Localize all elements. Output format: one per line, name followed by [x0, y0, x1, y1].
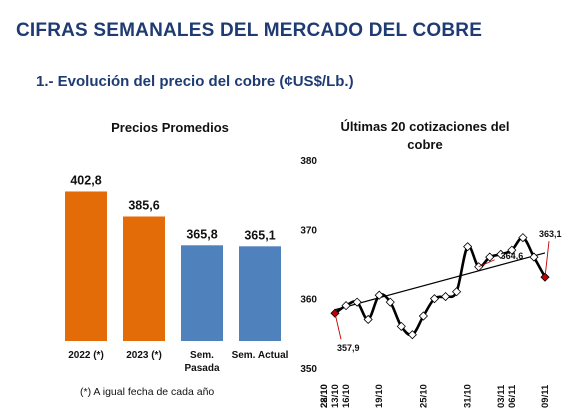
- line-chart-panel: Últimas 20 cotizaciones del cobre 350 360…: [295, 112, 565, 410]
- annotation-leader-2: [544, 241, 550, 278]
- footnote: (*) A igual fecha de cada año: [80, 386, 215, 398]
- x-tick-label-1: 16/10: [341, 384, 352, 408]
- bar-value-label-1: 385,6: [128, 198, 159, 212]
- data-point-15: [496, 249, 506, 259]
- annotation-label-2: 363,1: [539, 229, 562, 239]
- y-tick-label-1: 360: [300, 295, 317, 306]
- bar-category-label-2: Sem.: [190, 350, 214, 361]
- data-point-14: [485, 252, 495, 262]
- bar-value-label-2: 365,8: [186, 227, 217, 241]
- data-point-12: [463, 242, 473, 252]
- annotation-label-1: 364,6: [501, 251, 524, 261]
- data-point-6: [396, 321, 406, 331]
- bar-chart: 402,8 2022 (*) 385,6 2023 (*) 365,8 Sem. Pasad…: [65, 173, 289, 374]
- line-chart: 350 360 370 380 357,9 364,6 363,1 13/10 16/10 19/…: [300, 156, 562, 408]
- x-tick-label-3: 22/10: [319, 384, 330, 408]
- annotation-leader-0: [334, 313, 342, 340]
- bar-value-label-0: 402,8: [70, 173, 101, 187]
- bar-chart-title: Precios Promedios: [111, 120, 229, 135]
- data-point-3: [363, 314, 373, 325]
- line-chart-title: Últimas 20 cotizaciones del cobre: [340, 119, 510, 152]
- bar-1: [123, 216, 165, 341]
- data-point-8: [418, 311, 428, 321]
- bar-category-label-2-line2: Pasada: [184, 363, 219, 374]
- bar-2: [181, 245, 223, 341]
- x-tick-label-7: 03/11: [496, 384, 507, 408]
- trendline: [334, 252, 546, 311]
- bar-category-label-3: Sem. Actual: [232, 350, 289, 361]
- data-point-10: [440, 292, 451, 302]
- data-point-5: [385, 297, 395, 307]
- bar-category-label-0: 2022 (*): [68, 350, 104, 361]
- bar-category-label-1: 2023 (*): [126, 350, 162, 361]
- x-tick-label-6: 31/10: [463, 384, 474, 408]
- x-tick-label-2: 19/10: [374, 384, 385, 408]
- data-point-2: [352, 297, 362, 307]
- bar-chart-panel: Precios Promedios 402,8 2022 (*) 385,6 2023…: [50, 112, 290, 374]
- annotation-label-0: 357,9: [337, 343, 360, 353]
- data-point-18: [529, 252, 539, 262]
- section-title: 1.- Evolución del precio del cobre (¢US$…: [36, 73, 354, 90]
- bar-value-label-3: 365,1: [244, 228, 275, 242]
- x-tick-label-4: 25/10: [418, 384, 429, 408]
- data-point-4: [374, 290, 384, 300]
- x-tick-label-8: 06/11: [507, 384, 518, 408]
- page-title: CIFRAS SEMANALES DEL MERCADO DEL COBRE: [16, 20, 483, 41]
- data-point-16: [507, 245, 517, 255]
- y-tick-label-3: 380: [300, 156, 317, 167]
- y-tick-label-0: 350: [300, 364, 317, 375]
- x-tick-label-9: 09/11: [540, 384, 551, 408]
- data-point-11: [452, 287, 462, 297]
- x-tick-label-5: 28/10: [319, 384, 330, 408]
- bar-0: [65, 191, 107, 341]
- data-point-1: [341, 301, 351, 311]
- data-point-7: [407, 330, 417, 340]
- annotation-leader-1: [478, 259, 495, 268]
- data-point-17: [518, 233, 528, 243]
- data-point-9: [429, 294, 440, 304]
- x-tick-label-0: 13/10: [330, 384, 341, 408]
- y-tick-label-2: 370: [300, 225, 317, 236]
- bar-3: [239, 246, 281, 341]
